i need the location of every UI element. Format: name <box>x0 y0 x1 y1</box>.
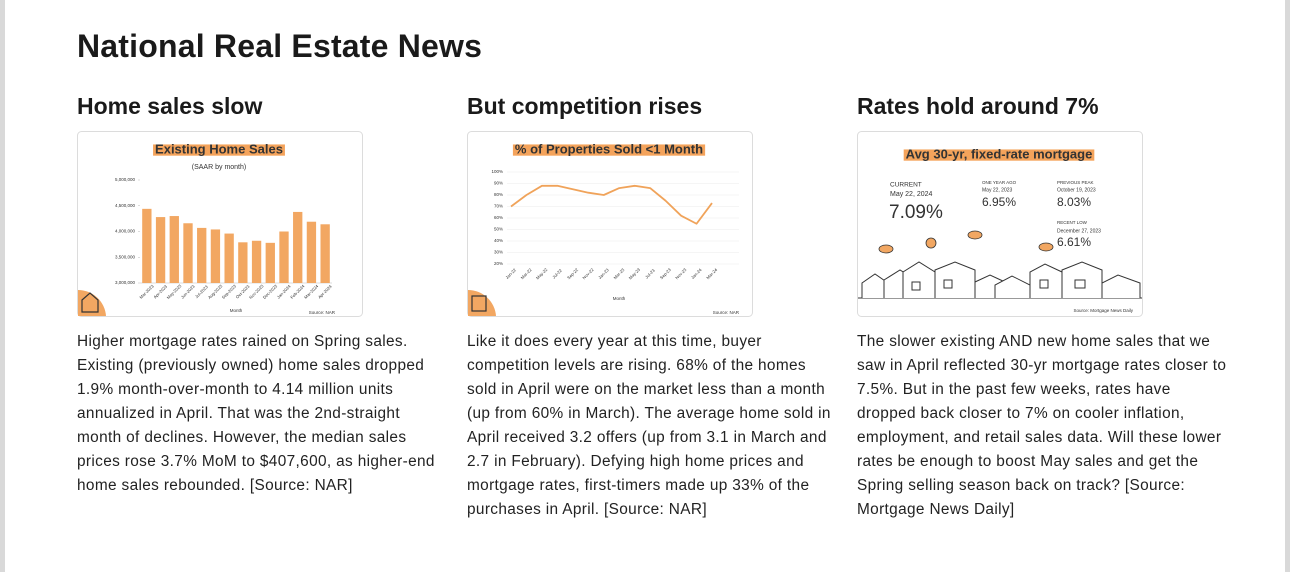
title-highlight <box>512 144 706 156</box>
bar <box>279 231 289 283</box>
rate-value: 7.09% <box>889 202 943 223</box>
rate-date: May 22, 2023 <box>982 187 1013 193</box>
bar <box>142 208 152 283</box>
figure-source: Source: Mortgage News Daily <box>1073 308 1133 313</box>
bar <box>293 211 303 283</box>
page-edge <box>1285 0 1290 572</box>
rate-date: October 19, 2023 <box>1057 187 1096 193</box>
bar <box>306 221 317 283</box>
rate-date: May 22, 2024 <box>890 191 933 198</box>
column-heading: Home sales slow <box>77 93 263 119</box>
y-tick-label: 3,000,000 <box>115 280 136 285</box>
y-tick-label: 60% <box>494 215 503 220</box>
bar <box>197 227 207 283</box>
y-tick-label: 5,000,000 <box>115 177 136 182</box>
x-axis-label: Month <box>230 308 243 313</box>
bar <box>238 242 248 283</box>
bar <box>155 217 166 283</box>
rate-date: December 27, 2023 <box>1057 228 1101 234</box>
x-axis-label: Month <box>613 296 626 301</box>
y-tick-label: 90% <box>494 181 503 186</box>
y-tick-label: 4,500,000 <box>115 203 136 208</box>
column-heading: But competition rises <box>467 93 703 119</box>
y-tick-label: 70% <box>494 204 503 209</box>
y-tick-label: 30% <box>494 250 503 255</box>
rate-label: RECENT LOW <box>1057 220 1088 225</box>
column-body: Higher mortgage rates rained on Spring s… <box>77 333 435 494</box>
y-tick-label: 3,500,000 <box>115 254 136 259</box>
rate-value: 8.03% <box>1057 195 1091 209</box>
column-heading: Rates hold around 7% <box>857 93 1099 119</box>
y-tick-label: 80% <box>494 192 503 197</box>
bar <box>251 240 262 283</box>
y-tick-label: 50% <box>494 227 503 232</box>
y-tick-label: 100% <box>491 169 503 174</box>
figure-subtitle: (SAAR by month) <box>192 164 246 171</box>
figure-title: Avg 30-yr, fixed-rate mortgage <box>906 146 1093 161</box>
figure-title: % of Properties Sold <1 Month <box>515 141 703 156</box>
houses-illustration <box>858 261 1142 299</box>
y-tick-label: 20% <box>494 261 503 266</box>
y-tick-label: 40% <box>494 238 503 243</box>
figure-frame <box>467 131 753 317</box>
bar <box>320 224 330 283</box>
corner-icon <box>78 289 496 316</box>
page-edge <box>0 0 5 572</box>
bar <box>224 233 234 283</box>
title-highlight <box>153 144 285 156</box>
rate-label: PREVIOUS PEAK <box>1057 180 1094 185</box>
bar <box>169 216 179 283</box>
rate-value: 6.95% <box>982 195 1016 209</box>
figure-title: Existing Home Sales <box>155 141 283 156</box>
rate-label: CURRENT <box>890 182 922 189</box>
figure-source: Source: NAR <box>713 310 740 315</box>
line-series <box>510 184 713 225</box>
bar <box>183 223 193 283</box>
bar <box>210 229 221 283</box>
bar <box>265 242 275 283</box>
figures: Existing Home Sales (SAAR by month) 3,000,… <box>77 131 1143 317</box>
weather-icons <box>878 230 1054 254</box>
rate-label: ONE YEAR AGO <box>982 180 1017 185</box>
column-body: Like it does every year at this time, bu… <box>467 333 831 518</box>
y-tick-label: 4,000,000 <box>115 229 136 234</box>
column-body: The slower existing AND new home sales t… <box>857 333 1227 518</box>
title-highlight <box>903 149 1095 161</box>
page-title: National Real Estate News <box>77 28 483 64</box>
figure-source: Source: NAR <box>309 310 336 315</box>
rate-value: 6.61% <box>1057 235 1091 249</box>
